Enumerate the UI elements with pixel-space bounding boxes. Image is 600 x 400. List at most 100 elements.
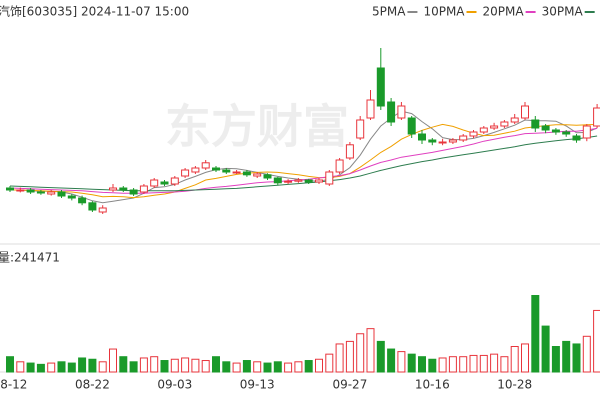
candle-body bbox=[16, 189, 25, 192]
volume-bar bbox=[345, 340, 354, 373]
candle-body bbox=[57, 191, 66, 197]
volume-label: 量: bbox=[0, 251, 14, 265]
volume-bar bbox=[366, 328, 375, 373]
x-tick-label: 09-03 bbox=[157, 378, 192, 392]
volume-bar bbox=[98, 361, 107, 373]
volume-bar bbox=[356, 333, 365, 373]
volume-bar bbox=[531, 295, 540, 373]
volume-bar bbox=[222, 361, 231, 373]
candle-body bbox=[510, 117, 519, 123]
volume-bar bbox=[139, 357, 148, 373]
volume-bar bbox=[273, 361, 282, 373]
candle-body bbox=[273, 177, 282, 184]
candle-body bbox=[376, 67, 385, 107]
candle-body bbox=[407, 117, 416, 135]
volume-bar bbox=[232, 362, 241, 373]
volume-bar bbox=[119, 356, 128, 373]
candle-body bbox=[47, 191, 56, 195]
candle-body bbox=[572, 135, 581, 141]
candle-body bbox=[582, 125, 591, 139]
volume-bar bbox=[57, 361, 66, 373]
candle-body bbox=[304, 179, 313, 183]
volume-bar bbox=[78, 357, 87, 373]
candle-body bbox=[448, 139, 457, 143]
volume-bar bbox=[109, 348, 117, 373]
volume-bar bbox=[407, 353, 416, 373]
candle-body bbox=[181, 169, 190, 177]
candle-body bbox=[119, 187, 128, 191]
volume-bar bbox=[294, 361, 303, 373]
x-tick-label: 10-16 bbox=[415, 378, 450, 392]
candle-body bbox=[78, 197, 87, 204]
volume-bar bbox=[160, 360, 169, 373]
volume-bar bbox=[448, 356, 457, 373]
candle-body bbox=[232, 171, 241, 174]
candle-body bbox=[356, 119, 365, 139]
candle-body bbox=[150, 179, 159, 187]
x-tick-label: 08-12 bbox=[0, 378, 27, 392]
volume-bar bbox=[438, 357, 447, 373]
volume-bar bbox=[47, 362, 56, 373]
volume-bar bbox=[16, 361, 25, 373]
volume-bar bbox=[212, 356, 220, 373]
candle-body bbox=[242, 171, 251, 176]
volume-bar bbox=[335, 343, 344, 373]
volume-bar bbox=[67, 362, 76, 373]
legend-label: 30PMA bbox=[542, 5, 584, 19]
candle-body bbox=[191, 167, 200, 173]
candle-body bbox=[222, 169, 231, 173]
x-tick-label: 09-27 bbox=[332, 378, 367, 392]
candle-body bbox=[129, 189, 138, 195]
volume-bar bbox=[562, 340, 571, 373]
candle-body bbox=[593, 107, 600, 127]
volume-bar bbox=[191, 358, 200, 373]
volume-bar bbox=[284, 362, 293, 373]
volume-bar bbox=[129, 361, 138, 373]
volume-bar bbox=[418, 356, 426, 373]
candle-body bbox=[88, 202, 97, 211]
volume-bar bbox=[376, 340, 385, 373]
x-tick-label: 08-22 bbox=[75, 378, 110, 392]
candle-body bbox=[67, 195, 76, 199]
candle-body bbox=[160, 181, 169, 185]
volume-bar bbox=[325, 353, 334, 373]
x-tick-label: 10-28 bbox=[497, 378, 532, 392]
candle-body bbox=[500, 121, 509, 127]
volume-bar bbox=[572, 343, 581, 373]
candle-body bbox=[551, 129, 560, 133]
candle-body bbox=[212, 167, 220, 171]
candle-body bbox=[438, 141, 447, 144]
volume-bar bbox=[510, 346, 519, 373]
candle-body bbox=[531, 119, 540, 129]
volume-bar bbox=[479, 354, 488, 373]
volume-bar bbox=[541, 325, 550, 373]
volume-bar bbox=[397, 351, 406, 373]
candle-body bbox=[170, 177, 179, 185]
candle-body bbox=[479, 127, 488, 133]
volume-bar bbox=[36, 363, 45, 373]
candle-body bbox=[397, 105, 406, 119]
candle-body bbox=[345, 144, 354, 159]
candle-body bbox=[315, 179, 323, 183]
legend-label: 10PMA bbox=[423, 5, 465, 19]
candle-body bbox=[139, 185, 148, 193]
candle-body bbox=[335, 159, 344, 173]
volume-bar bbox=[201, 360, 210, 373]
candle-body bbox=[490, 125, 499, 129]
candle-body bbox=[6, 187, 14, 191]
volume-bar bbox=[6, 356, 14, 373]
candle-body bbox=[253, 173, 262, 177]
candle-body bbox=[36, 191, 45, 194]
ma-line bbox=[9, 127, 598, 194]
volume-bar bbox=[263, 362, 272, 373]
candle-body bbox=[201, 162, 210, 169]
candle-body bbox=[387, 101, 396, 123]
legend-label: 5PMA bbox=[372, 5, 406, 19]
volume-bar bbox=[521, 343, 529, 373]
candle-body bbox=[428, 139, 437, 143]
candle-body bbox=[109, 187, 117, 191]
volume-bar bbox=[490, 353, 499, 373]
volume-bar bbox=[582, 335, 591, 373]
